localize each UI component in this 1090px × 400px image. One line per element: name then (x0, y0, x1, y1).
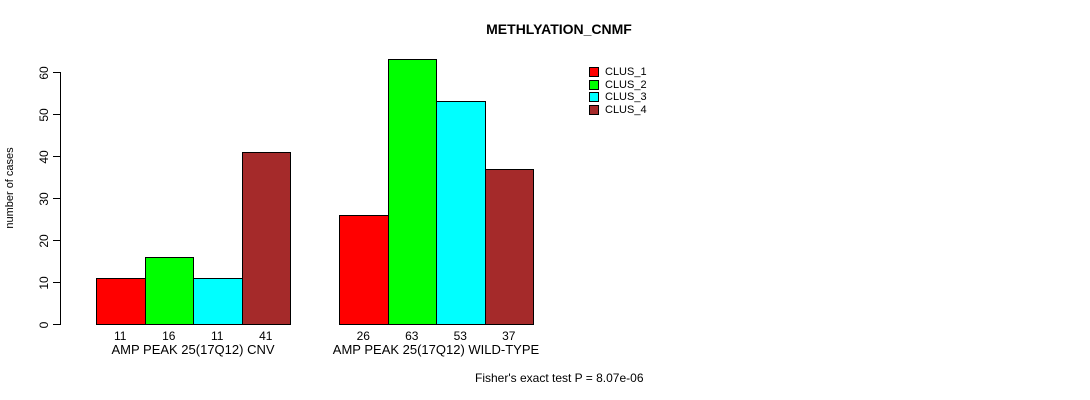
y-tick-label: 20 (37, 233, 51, 248)
y-axis-tick (53, 240, 60, 241)
y-tick-label: 50 (37, 107, 51, 122)
bar-value-label: 16 (162, 329, 176, 343)
legend-label: CLUS_4 (605, 103, 647, 116)
bar-value-label: 11 (211, 329, 224, 343)
legend-swatch-icon (589, 79, 599, 90)
y-axis-tick (53, 72, 60, 73)
legend: CLUS_1 CLUS_2 CLUS_3 CLUS_4 (589, 66, 647, 116)
legend-label: CLUS_2 (605, 78, 647, 91)
legend-item-clus_3: CLUS_3 (589, 91, 647, 104)
bar-value-label: 63 (405, 329, 419, 343)
bar-clus_4 (484, 168, 534, 325)
bar-value-label: 26 (356, 329, 370, 343)
legend-item-clus_1: CLUS_1 (589, 66, 647, 79)
bar-value-label: 11 (114, 329, 127, 343)
y-axis-tick (53, 324, 60, 325)
bar-clus_3 (193, 277, 243, 325)
bar-clus_2 (144, 256, 194, 325)
y-tick-label: 40 (37, 149, 51, 164)
y-axis-tick (53, 156, 60, 157)
y-axis-label: number of cases (4, 147, 16, 229)
bar-clus_1 (96, 277, 146, 325)
legend-swatch-icon (589, 67, 599, 78)
fisher-test-annotation: Fisher's exact test P = 8.07e-06 (475, 371, 644, 385)
bar-clus_2 (387, 59, 437, 325)
y-axis-tick (53, 114, 60, 115)
bar-clus_1 (339, 214, 389, 325)
legend-swatch-icon (589, 92, 599, 103)
y-tick-label: 30 (37, 191, 51, 206)
chart-title: METHLYATION_CNMF (486, 21, 632, 37)
x-group-label: AMP PEAK 25(17Q12) WILD-TYPE (332, 342, 540, 357)
legend-label: CLUS_3 (605, 91, 647, 104)
y-tick-label: 60 (37, 65, 51, 80)
bar-clus_4 (241, 151, 291, 325)
y-axis-line (60, 72, 61, 325)
x-group-label: AMP PEAK 25(17Q12) CNV (111, 342, 275, 357)
bar-clus_3 (436, 101, 486, 325)
bar-value-label: 53 (453, 329, 467, 343)
y-tick-label: 0 (37, 321, 51, 328)
legend-label: CLUS_1 (605, 66, 647, 79)
bar-value-label: 37 (502, 329, 516, 343)
legend-item-clus_2: CLUS_2 (589, 79, 647, 92)
legend-item-clus_4: CLUS_4 (589, 104, 647, 117)
y-axis-tick (53, 282, 60, 283)
y-tick-label: 10 (37, 275, 51, 290)
y-axis-tick (53, 198, 60, 199)
bar-value-label: 41 (259, 329, 273, 343)
legend-swatch-icon (589, 104, 599, 115)
